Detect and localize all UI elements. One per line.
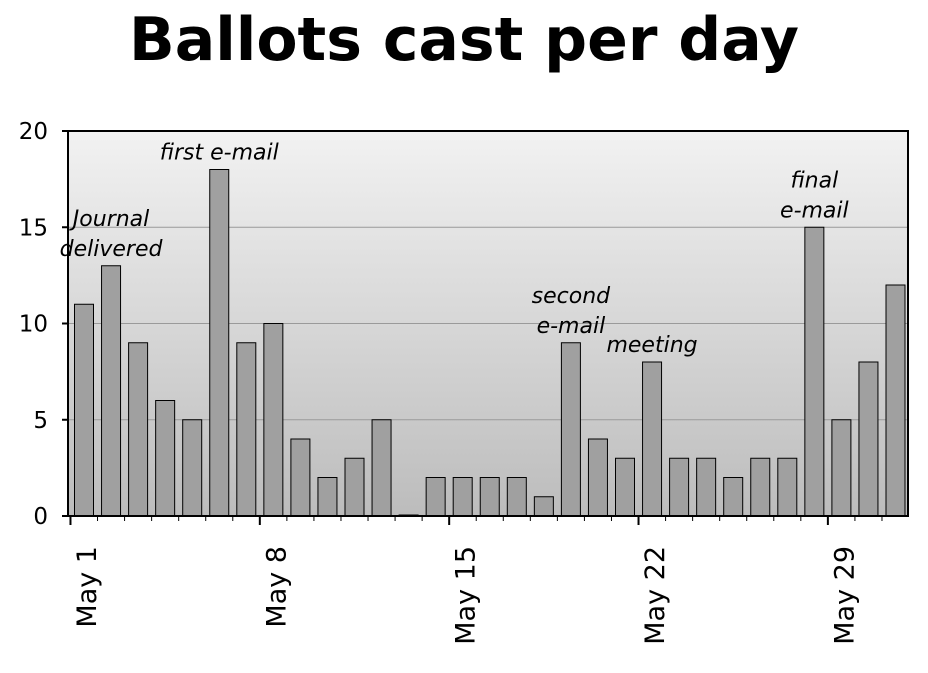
bar-day-6 <box>209 169 230 517</box>
bar-day-31 <box>885 284 906 517</box>
bar-day-9 <box>290 438 311 517</box>
bar-day-2 <box>101 265 122 517</box>
annotation-label: second e-mail <box>532 284 611 339</box>
bar-day-19 <box>560 342 581 517</box>
grid-lines <box>68 226 908 421</box>
bar-day-21 <box>615 457 635 517</box>
bar-day-8 <box>263 323 284 517</box>
bar-day-17 <box>506 477 527 517</box>
chart-title: Ballots cast per day <box>128 5 800 75</box>
bar-day-1 <box>74 303 94 517</box>
bar-day-16 <box>479 477 500 517</box>
annotations: Journal delivered first e-mail second e-mail… <box>60 141 849 359</box>
y-tick-label: 5 <box>33 408 48 434</box>
bar-day-30 <box>858 361 879 517</box>
x-tick-label: May 29 <box>829 546 860 645</box>
bar-day-7 <box>236 342 257 517</box>
bars <box>74 169 906 517</box>
annotation-label: first e-mail <box>160 141 279 166</box>
bar-day-23 <box>669 457 690 517</box>
bar-day-12 <box>371 419 392 517</box>
bar-day-14 <box>425 477 446 517</box>
x-tick-label: May 22 <box>640 546 671 645</box>
bar-day-28 <box>804 226 825 517</box>
x-tick-label: May 15 <box>451 546 482 645</box>
x-axis-ticks: May 1 May 8 May 15 May 22 May 29 <box>69 516 883 645</box>
bar-day-11 <box>344 457 365 517</box>
bar-day-5 <box>182 419 203 517</box>
annotation-label: meeting <box>606 333 697 358</box>
bar-day-27 <box>777 457 798 517</box>
bar-day-3 <box>128 342 149 517</box>
y-tick-label: 20 <box>19 119 48 145</box>
bar-day-24 <box>696 457 717 517</box>
bar-day-20 <box>587 438 608 517</box>
bar-day-29 <box>831 419 852 517</box>
y-tick-label: 0 <box>33 504 48 530</box>
x-tick-label: May 8 <box>261 546 292 628</box>
x-tick-label: May 1 <box>72 546 103 628</box>
y-tick-label: 10 <box>19 312 48 338</box>
bar-day-15 <box>452 477 473 517</box>
annotation-label: final e-mail <box>780 168 849 223</box>
y-axis-ticks: 0 5 10 15 20 <box>19 119 68 530</box>
bar-day-22 <box>642 361 663 517</box>
bar-day-10 <box>317 477 338 517</box>
y-tick-label: 15 <box>19 215 48 241</box>
bar-day-4 <box>155 400 176 517</box>
bar-day-25 <box>723 477 744 517</box>
bar-day-18 <box>533 496 554 517</box>
annotation-label: Journal delivered <box>60 207 164 262</box>
bar-day-26 <box>750 457 771 517</box>
